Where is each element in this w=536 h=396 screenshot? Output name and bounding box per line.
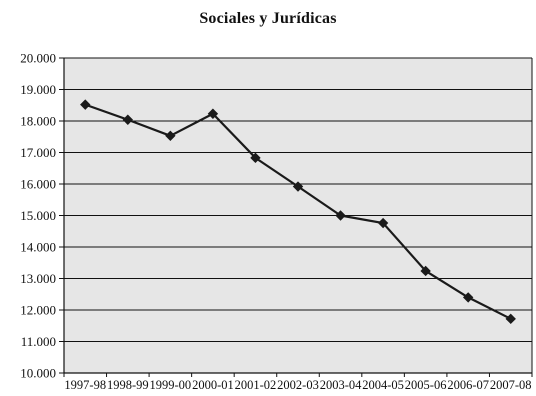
x-tick-label: 2003-04: [320, 378, 362, 392]
data-point-2007-08: [505, 313, 516, 325]
y-tick-label: 19.000: [20, 82, 56, 97]
data-point-2001-02: [250, 152, 261, 164]
y-tick-label: 15.000: [20, 208, 56, 223]
data-point-1998-99: [122, 114, 134, 125]
data-point-2005-06: [420, 265, 431, 277]
x-tick-label: 2002-03: [277, 378, 319, 392]
x-tick-label: 2001-02: [235, 378, 277, 392]
y-tick-label: 14.000: [20, 240, 56, 255]
y-tick-label: 11.000: [21, 334, 56, 349]
y-tick-label: 17.000: [20, 145, 56, 160]
data-point-1999-00: [165, 130, 176, 142]
gridlines: [59, 57, 532, 374]
data-point-2002-03: [292, 181, 304, 192]
x-tick-label: 2000-01: [192, 378, 234, 392]
chart-title: Sociales y Jurídicas: [199, 10, 337, 27]
data-point-2004-05: [377, 217, 389, 229]
data-point-2000-01: [207, 108, 219, 119]
x-tick-label: 2005-06: [405, 378, 447, 392]
y-tick-label: 13.000: [20, 271, 56, 286]
data-points: [80, 99, 516, 325]
y-tick-label: 20.000: [20, 51, 56, 66]
y-axis-tick-labels: 10.000 11.000 12.000 13.000 14.000 15.000 16.0…: [20, 51, 56, 381]
x-tick-label: 1997-98: [64, 378, 106, 392]
x-tick-label: 2004-05: [362, 378, 404, 392]
data-point-1997-98: [80, 99, 91, 110]
y-tick-label: 18.000: [20, 114, 56, 129]
data-point-2006-07: [462, 292, 474, 303]
x-tick-label: 1999-00: [150, 378, 192, 392]
axes: [63, 58, 533, 377]
x-axis-tick-labels: 1997-98 1998-99 1999-00 2000-01 2001-02 2002-…: [64, 378, 531, 392]
y-tick-label: 10.000: [20, 366, 56, 381]
x-tick-label: 1998-99: [107, 378, 149, 392]
x-tick-label: 2006-07: [447, 378, 489, 392]
y-tick-label: 12.000: [20, 303, 56, 318]
data-point-2003-04: [335, 210, 346, 221]
y-tick-label: 16.000: [20, 177, 56, 192]
x-tick-label: 2007-08: [490, 378, 532, 392]
